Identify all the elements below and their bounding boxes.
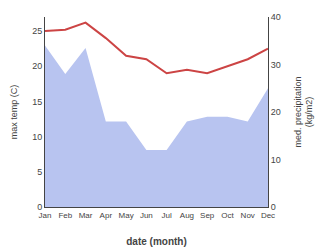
svg-text:40: 40 bbox=[271, 12, 281, 22]
svg-text:max temp (C): max temp (C) bbox=[9, 85, 19, 140]
svg-text:Jul: Jul bbox=[162, 211, 172, 220]
svg-text:Oct: Oct bbox=[221, 211, 234, 220]
svg-text:20: 20 bbox=[32, 61, 42, 71]
svg-text:med. precipitation(kg/m2): med. precipitation(kg/m2) bbox=[293, 76, 315, 147]
svg-text:5: 5 bbox=[37, 167, 42, 177]
svg-text:Apr: Apr bbox=[100, 211, 113, 220]
svg-text:30: 30 bbox=[271, 60, 281, 70]
svg-text:Nov: Nov bbox=[241, 211, 255, 220]
svg-text:Aug: Aug bbox=[180, 211, 194, 220]
svg-text:15: 15 bbox=[32, 97, 42, 107]
svg-text:Feb: Feb bbox=[58, 211, 72, 220]
svg-text:Mar: Mar bbox=[79, 211, 93, 220]
svg-text:10: 10 bbox=[32, 132, 42, 142]
svg-text:10: 10 bbox=[271, 155, 281, 165]
svg-text:May: May bbox=[119, 211, 134, 220]
svg-text:Jun: Jun bbox=[140, 211, 153, 220]
svg-text:Jan: Jan bbox=[39, 211, 52, 220]
svg-text:20: 20 bbox=[271, 107, 281, 117]
svg-text:25: 25 bbox=[32, 26, 42, 36]
svg-text:Sep: Sep bbox=[200, 211, 215, 220]
svg-text:date (month): date (month) bbox=[126, 236, 187, 247]
svg-text:0: 0 bbox=[37, 202, 42, 212]
svg-text:0: 0 bbox=[271, 202, 276, 212]
svg-text:Dec: Dec bbox=[261, 211, 275, 220]
